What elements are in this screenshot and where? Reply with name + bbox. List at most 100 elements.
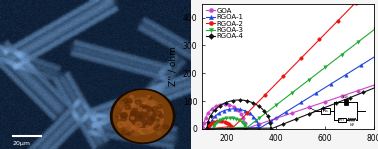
Polygon shape: [126, 101, 132, 105]
Polygon shape: [145, 124, 149, 127]
Polygon shape: [146, 125, 150, 128]
Polygon shape: [158, 132, 161, 134]
Polygon shape: [152, 104, 154, 105]
Polygon shape: [126, 132, 130, 136]
Polygon shape: [119, 117, 121, 119]
Polygon shape: [132, 131, 135, 133]
Text: $R_s$: $R_s$: [322, 107, 329, 115]
RGOA-4: [328, 104, 333, 106]
Polygon shape: [123, 99, 129, 104]
RGOA-3: [243, 128, 248, 130]
X-axis label: Z' / ohm: Z' / ohm: [270, 148, 307, 149]
Polygon shape: [132, 132, 138, 136]
Text: $C_{dl}$: $C_{dl}$: [342, 93, 350, 101]
Polygon shape: [152, 107, 157, 111]
Polygon shape: [120, 101, 123, 103]
RGOA-4: [347, 97, 352, 99]
RGOA-1: [207, 128, 212, 130]
RGOA-1: [365, 60, 369, 62]
Polygon shape: [163, 125, 169, 129]
Polygon shape: [139, 97, 145, 102]
Polygon shape: [130, 103, 133, 105]
Line: RGOA-3: RGOA-3: [212, 28, 376, 131]
RGOA-3: [339, 54, 344, 56]
Polygon shape: [130, 95, 133, 98]
Polygon shape: [135, 133, 139, 136]
Polygon shape: [129, 118, 132, 121]
Polygon shape: [125, 131, 127, 133]
GOA: [363, 87, 367, 89]
Polygon shape: [147, 131, 149, 132]
Y-axis label: Z'' / ohm: Z'' / ohm: [168, 46, 177, 86]
Line: RGOA-4: RGOA-4: [206, 86, 378, 130]
Polygon shape: [133, 103, 139, 108]
GOA: [372, 84, 377, 86]
Polygon shape: [118, 101, 124, 106]
GOA: [335, 97, 339, 99]
Bar: [321, 108, 330, 114]
RGOA-2: [226, 122, 230, 124]
RGOA-2: [223, 121, 227, 123]
RGOA-3: [335, 57, 339, 59]
Line: RGOA-1: RGOA-1: [208, 54, 377, 131]
Legend: GOA, RGOA-1, RGOA-2, RGOA-3, RGOA-4: GOA, RGOA-1, RGOA-2, RGOA-3, RGOA-4: [206, 7, 245, 40]
Polygon shape: [110, 89, 175, 143]
Polygon shape: [140, 101, 142, 103]
Polygon shape: [126, 126, 130, 130]
RGOA-2: [227, 124, 232, 125]
Polygon shape: [148, 97, 152, 100]
GOA: [201, 128, 206, 130]
Polygon shape: [155, 103, 158, 106]
Polygon shape: [129, 115, 136, 120]
Polygon shape: [124, 117, 127, 119]
Polygon shape: [121, 112, 127, 117]
RGOA-1: [256, 128, 261, 130]
Polygon shape: [127, 98, 132, 103]
Bar: [338, 118, 345, 122]
Polygon shape: [156, 119, 160, 122]
Polygon shape: [135, 122, 142, 127]
RGOA-3: [211, 128, 215, 130]
RGOA-1: [215, 114, 219, 115]
Polygon shape: [113, 91, 172, 142]
GOA: [208, 110, 212, 112]
Polygon shape: [118, 122, 125, 127]
RGOA-1: [276, 116, 280, 118]
RGOA-4: [374, 86, 378, 88]
Polygon shape: [150, 112, 152, 113]
RGOA-3: [264, 112, 269, 114]
RGOA-2: [205, 128, 209, 129]
Polygon shape: [127, 98, 133, 103]
Polygon shape: [147, 96, 150, 97]
Polygon shape: [131, 111, 136, 116]
Polygon shape: [143, 107, 146, 109]
Polygon shape: [155, 111, 161, 116]
RGOA-1: [339, 76, 344, 78]
Polygon shape: [142, 129, 145, 132]
Polygon shape: [134, 100, 138, 102]
Text: $W$: $W$: [349, 121, 355, 128]
Polygon shape: [117, 114, 119, 116]
Polygon shape: [125, 105, 130, 110]
Polygon shape: [119, 126, 121, 127]
Polygon shape: [154, 127, 158, 130]
Polygon shape: [123, 115, 129, 119]
Polygon shape: [152, 119, 155, 121]
Polygon shape: [122, 98, 164, 134]
Line: RGOA-2: RGOA-2: [205, 0, 360, 131]
RGOA-4: [286, 121, 291, 123]
GOA: [339, 95, 344, 97]
Polygon shape: [139, 128, 146, 133]
RGOA-2: [222, 121, 227, 123]
Text: $R_{ct}$: $R_{ct}$: [338, 116, 345, 124]
Polygon shape: [121, 113, 127, 118]
Polygon shape: [131, 117, 135, 119]
RGOA-1: [322, 87, 327, 89]
RGOA-2: [229, 128, 234, 130]
RGOA-3: [316, 72, 321, 74]
Line: GOA: GOA: [202, 83, 376, 131]
RGOA-3: [216, 120, 220, 122]
RGOA-2: [211, 121, 216, 123]
RGOA-1: [344, 74, 348, 76]
GOA: [316, 103, 321, 105]
